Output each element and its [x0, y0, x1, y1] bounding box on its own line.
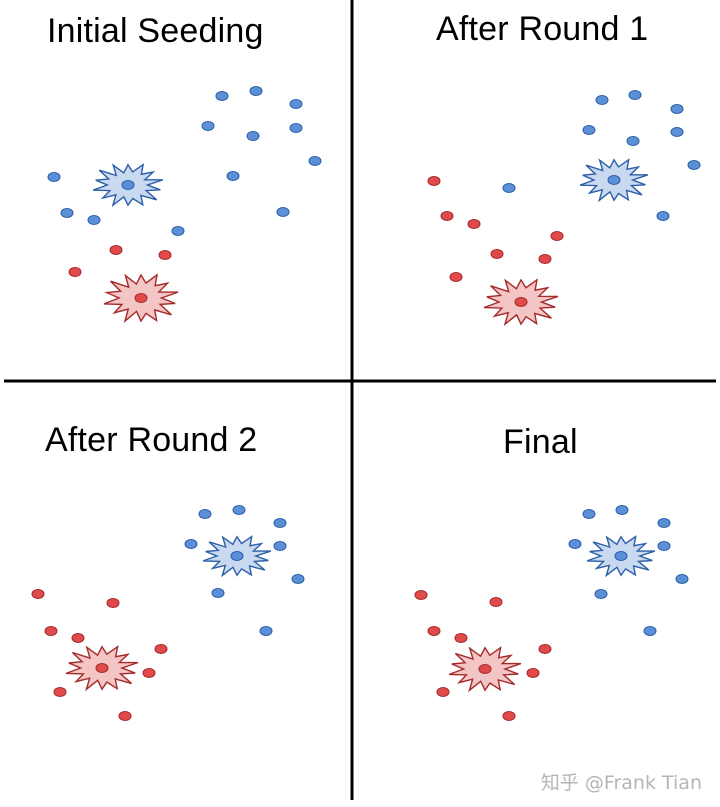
final-red-point	[427, 626, 441, 636]
initial-blue-point	[171, 226, 185, 236]
round2-blue-point	[273, 518, 287, 528]
final-blue-point	[615, 505, 629, 515]
round2-blue-point	[211, 588, 225, 598]
panel-title-after-round-2: After Round 2	[45, 421, 258, 459]
round1-red-point	[427, 176, 441, 186]
initial-blue-point	[249, 86, 263, 96]
round2-blue-point	[198, 509, 212, 519]
final-red-point	[489, 597, 503, 607]
final-blue-centroid-point	[614, 551, 628, 561]
final-red-point	[454, 633, 468, 643]
round2-red-point	[142, 668, 156, 678]
round1-blue-point	[670, 104, 684, 114]
round2-blue-point	[273, 541, 287, 551]
initial-blue-point	[276, 207, 290, 217]
round2-blue-point	[184, 539, 198, 549]
initial-blue-point	[246, 131, 260, 141]
initial-blue-point	[215, 91, 229, 101]
initial-blue-point	[201, 121, 215, 131]
initial-blue-point	[226, 171, 240, 181]
round1-blue-point	[582, 125, 596, 135]
watermark: 知乎 @Frank Tian	[540, 772, 702, 794]
round1-blue-point	[670, 127, 684, 137]
round1-blue-point	[502, 183, 516, 193]
final-red-point	[414, 590, 428, 600]
initial-blue-point	[60, 208, 74, 218]
round2-blue-point	[232, 505, 246, 515]
final-blue-point	[594, 589, 608, 599]
initial-blue-point	[308, 156, 322, 166]
round2-red-point	[44, 626, 58, 636]
initial-blue-point	[47, 172, 61, 182]
round1-red-point	[490, 249, 504, 259]
final-blue-point	[582, 509, 596, 519]
initial-red-point	[109, 245, 123, 255]
final-red-point	[526, 668, 540, 678]
round1-blue-point	[626, 136, 640, 146]
initial-red-centroid-point	[134, 293, 148, 303]
initial-blue-point	[87, 215, 101, 225]
final-blue-point	[568, 539, 582, 549]
round1-blue-point	[595, 95, 609, 105]
round2-red-point	[71, 633, 85, 643]
initial-red-point	[158, 250, 172, 260]
panel-title-final: Final	[503, 423, 578, 461]
final-blue-point	[643, 626, 657, 636]
round1-blue-point	[687, 160, 701, 170]
round1-blue-point	[656, 211, 670, 221]
round2-blue-point	[291, 574, 305, 584]
initial-blue-centroid-point	[121, 180, 135, 190]
round2-red-point	[106, 598, 120, 608]
final-red-centroid-point	[478, 664, 492, 674]
initial-red-point	[68, 267, 82, 277]
initial-blue-point	[289, 99, 303, 109]
round2-blue-centroid-point	[230, 551, 244, 561]
round1-blue-centroid-point	[607, 175, 621, 185]
final-blue-point	[657, 541, 671, 551]
round1-red-point	[440, 211, 454, 221]
round2-red-point	[154, 644, 168, 654]
initial-blue-point	[289, 123, 303, 133]
final-red-point	[538, 644, 552, 654]
round2-red-point	[53, 687, 67, 697]
round1-blue-point	[628, 90, 642, 100]
round2-red-point	[31, 589, 45, 599]
round1-red-point	[550, 231, 564, 241]
final-red-point	[436, 687, 450, 697]
round1-red-centroid-point	[514, 297, 528, 307]
round1-red-point	[538, 254, 552, 264]
panel-title-initial-seeding: Initial Seeding	[47, 12, 264, 50]
round1-red-point	[467, 219, 481, 229]
final-blue-point	[675, 574, 689, 584]
round2-blue-point	[259, 626, 273, 636]
panel-title-after-round-1: After Round 1	[436, 10, 649, 48]
final-red-point	[502, 711, 516, 721]
round1-red-point	[449, 272, 463, 282]
round2-red-point	[118, 711, 132, 721]
final-blue-point	[657, 518, 671, 528]
round2-red-centroid-point	[95, 663, 109, 673]
